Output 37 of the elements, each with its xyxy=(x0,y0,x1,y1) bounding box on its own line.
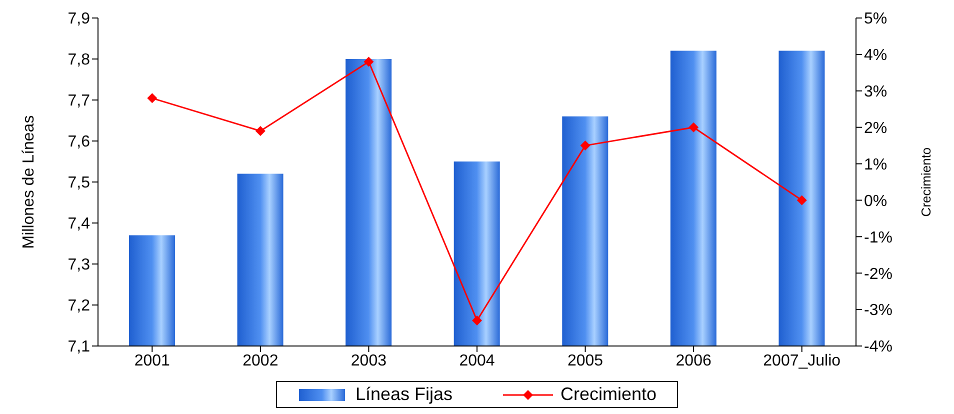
y-tick-label: 7,6 xyxy=(68,134,90,151)
point xyxy=(688,122,699,132)
y2-tick-label: 4% xyxy=(864,47,888,64)
y2-tick-label: 0% xyxy=(864,192,888,210)
y-tick-label: 7,5 xyxy=(68,174,90,192)
point xyxy=(255,126,266,136)
y-tick-label: 7,3 xyxy=(68,256,90,274)
legend-label: Crecimiento xyxy=(560,384,657,405)
point xyxy=(147,93,158,104)
y2-axis-title: Crecimiento xyxy=(918,147,934,217)
x-tick-label: 2006 xyxy=(676,352,712,370)
y-tick-label: 7,1 xyxy=(68,338,90,356)
y2-tick-label: -3% xyxy=(864,302,892,320)
x-tick-label: 2005 xyxy=(567,352,604,370)
point xyxy=(580,140,590,151)
y-tick-label: 7,2 xyxy=(68,298,90,315)
legend-label: Líneas Fijas xyxy=(355,384,453,405)
x-tick-label: 2004 xyxy=(459,352,495,370)
y-tick-label: 7,4 xyxy=(68,216,90,233)
x-tick-label: 2007_Julio xyxy=(763,352,841,370)
x-tick-label: 2002 xyxy=(242,352,278,370)
y-tick-label: 7,8 xyxy=(68,52,90,69)
x-tick-label: 2003 xyxy=(350,352,387,370)
y2-tick-label: 5% xyxy=(864,10,888,28)
point xyxy=(364,56,374,67)
y2-tick-label: 1% xyxy=(864,156,888,174)
y-tick-label: 7,9 xyxy=(68,10,90,28)
point xyxy=(472,315,482,326)
y2-tick-label: -2% xyxy=(864,266,892,283)
y-tick-label: 7,7 xyxy=(68,92,90,110)
y2-tick-label: -4% xyxy=(864,338,892,356)
point xyxy=(796,195,807,206)
y2-tick-label: 2% xyxy=(864,120,888,138)
x-tick-label: 2001 xyxy=(134,352,170,370)
y-axis-title: Millones de Líneas xyxy=(20,115,38,249)
y2-tick-label: 3% xyxy=(864,84,888,101)
y2-tick-label: -1% xyxy=(864,229,892,246)
